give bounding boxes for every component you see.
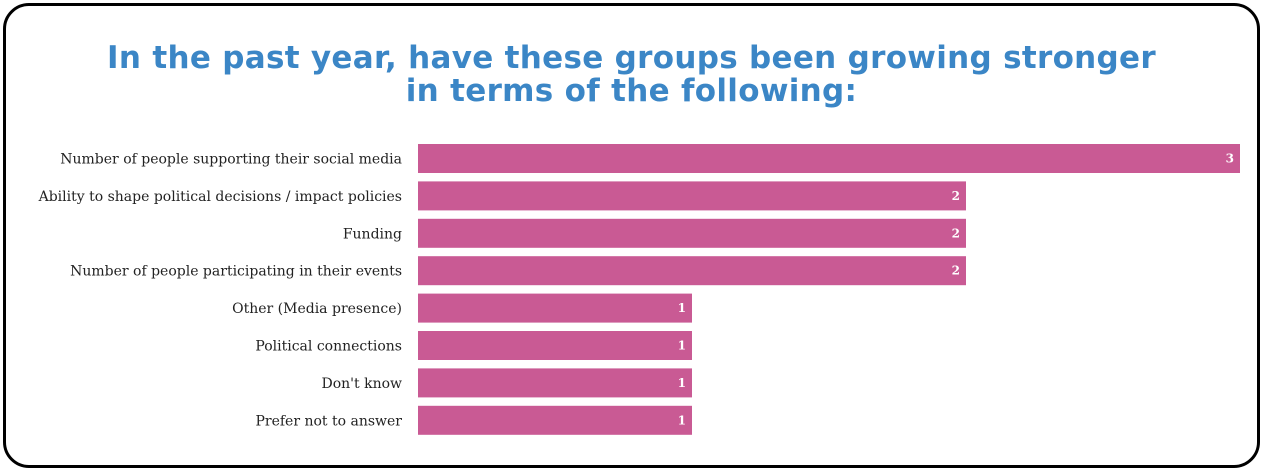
category-label: Number of people participating in their … <box>70 264 402 280</box>
value-label: 2 <box>952 264 960 278</box>
bar <box>418 218 966 248</box>
bar <box>418 331 692 360</box>
bar <box>418 405 692 435</box>
category-label: Funding <box>343 226 402 242</box>
category-label: Ability to shape political decisions / i… <box>38 189 402 205</box>
value-label: 1 <box>678 413 686 427</box>
category-label: Other (Media presence) <box>232 301 402 317</box>
bar <box>418 256 966 286</box>
category-label: Don't know <box>321 376 402 392</box>
value-label: 2 <box>952 226 960 240</box>
value-label: 1 <box>678 339 686 353</box>
value-label: 3 <box>1226 152 1234 166</box>
value-label: 1 <box>678 376 686 390</box>
bar <box>418 293 692 323</box>
bar <box>418 181 966 211</box>
value-label: 1 <box>678 301 686 315</box>
category-label: Political connections <box>255 339 402 355</box>
bar <box>418 368 692 398</box>
value-label: 2 <box>952 189 960 203</box>
category-label: Prefer not to answer <box>255 413 402 429</box>
bar <box>418 144 1240 173</box>
chart-title: In the past year, have these groups been… <box>107 40 1156 109</box>
category-label: Number of people supporting their social… <box>60 152 402 168</box>
